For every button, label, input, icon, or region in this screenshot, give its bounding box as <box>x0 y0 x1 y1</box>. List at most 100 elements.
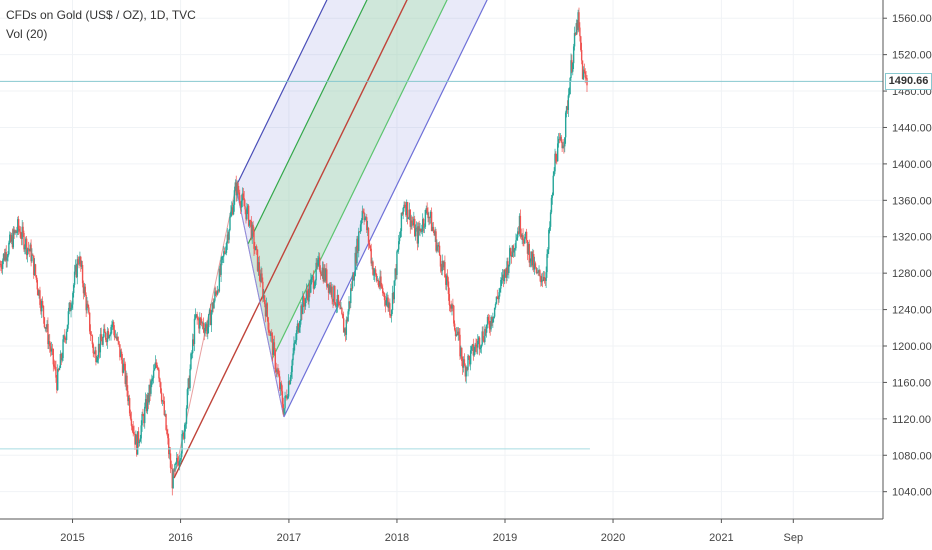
candle-body <box>457 331 459 336</box>
candle-body <box>366 217 368 231</box>
candle-body <box>485 324 488 333</box>
candle-body <box>398 237 401 242</box>
candle-body <box>329 285 332 293</box>
candle-body <box>350 288 353 290</box>
candle-body <box>315 262 317 281</box>
candle-body <box>572 46 575 64</box>
candle-body <box>261 273 263 282</box>
candle-body <box>176 457 178 463</box>
candle-body <box>145 399 148 412</box>
candle-body <box>348 301 350 312</box>
candle-body <box>533 254 535 270</box>
chart-legend: CFDs on Gold (US$ / OZ), 1D, TVC Vol (20… <box>6 6 196 44</box>
candle-body <box>400 212 403 232</box>
candle-body <box>98 343 101 353</box>
candle-body <box>425 208 427 210</box>
candle-body <box>445 275 448 285</box>
candle-body <box>17 219 20 229</box>
candle-body <box>398 241 400 250</box>
pitchfork-lower-inner-tine[interactable] <box>271 0 883 360</box>
candle-body <box>317 259 319 266</box>
candle-body <box>71 304 73 308</box>
candle-body <box>352 275 355 281</box>
volume-indicator-label[interactable]: Vol (20) <box>6 27 48 41</box>
candle-body <box>47 323 49 345</box>
pitchfork-lines[interactable] <box>173 0 883 479</box>
candle-body <box>204 327 206 334</box>
candle-body <box>215 292 218 295</box>
candle-body <box>69 302 71 312</box>
candle-body <box>475 344 477 346</box>
candle-body <box>30 244 32 262</box>
candle-body <box>346 319 348 322</box>
pitchfork-median-line[interactable] <box>173 0 883 479</box>
candle-body <box>239 195 241 204</box>
candle-body <box>28 249 31 252</box>
candle-body <box>413 218 415 225</box>
candle-body <box>105 339 108 343</box>
candle-body <box>6 257 8 261</box>
candle-body <box>386 297 388 301</box>
candle-body <box>9 234 12 242</box>
candle-body <box>40 304 42 312</box>
y-axis-tick-label: 1560.00 <box>892 13 932 25</box>
candle-body <box>119 344 121 358</box>
candle-body <box>361 210 364 221</box>
candle-body <box>548 229 550 250</box>
candle-body <box>553 171 555 176</box>
candle-body <box>255 246 257 251</box>
candle-body <box>86 303 88 311</box>
candle-body <box>214 291 216 301</box>
candle-body <box>246 207 248 220</box>
candle-body <box>244 206 246 210</box>
candle-body <box>559 136 562 140</box>
candle-body <box>259 275 261 282</box>
candle-body <box>334 303 337 307</box>
candle-body <box>517 231 519 238</box>
candle-body <box>318 257 321 271</box>
candle-body <box>493 307 496 317</box>
candle-body <box>580 36 582 50</box>
candle-body <box>249 219 252 221</box>
candle-body <box>388 303 390 308</box>
x-axis-tick-label: 2016 <box>168 532 192 544</box>
candle-body <box>302 295 304 315</box>
candle-body <box>453 323 456 330</box>
pitchfork-base-line[interactable] <box>235 186 285 418</box>
candle-body <box>29 244 31 252</box>
candle-body <box>493 316 495 319</box>
candle-body <box>224 252 227 254</box>
candle-body <box>374 269 376 275</box>
horizontal-lines[interactable] <box>0 80 883 450</box>
candle-body <box>523 240 525 244</box>
candle-body <box>540 279 543 283</box>
candle-body <box>544 279 546 281</box>
pitchfork-upper-inner-tine[interactable] <box>247 0 883 245</box>
candle-body <box>194 315 197 319</box>
candle-body <box>490 316 492 330</box>
candle-body <box>511 245 514 257</box>
candle-body <box>18 228 21 232</box>
pitchfork-lower-tine[interactable] <box>283 0 883 418</box>
candle-body <box>526 240 529 254</box>
candle-body <box>87 303 89 308</box>
candle-body <box>57 369 59 390</box>
candle-body <box>473 351 475 356</box>
candle-body <box>507 261 509 273</box>
candle-body <box>260 273 262 282</box>
candle-body <box>409 209 411 227</box>
candle-body <box>66 324 69 332</box>
candle-body <box>442 260 444 268</box>
candle-body <box>462 359 465 368</box>
candle-body <box>52 348 54 365</box>
candle-body <box>250 220 253 239</box>
candle-body <box>107 330 110 339</box>
candle-body <box>477 337 480 341</box>
candle-body <box>14 230 16 234</box>
candle-body <box>48 341 50 345</box>
candle-body <box>0 264 2 268</box>
symbol-title[interactable]: CFDs on Gold (US$ / OZ), 1D, TVC <box>6 8 196 22</box>
candle-body <box>185 408 188 424</box>
candle-body <box>247 205 249 208</box>
